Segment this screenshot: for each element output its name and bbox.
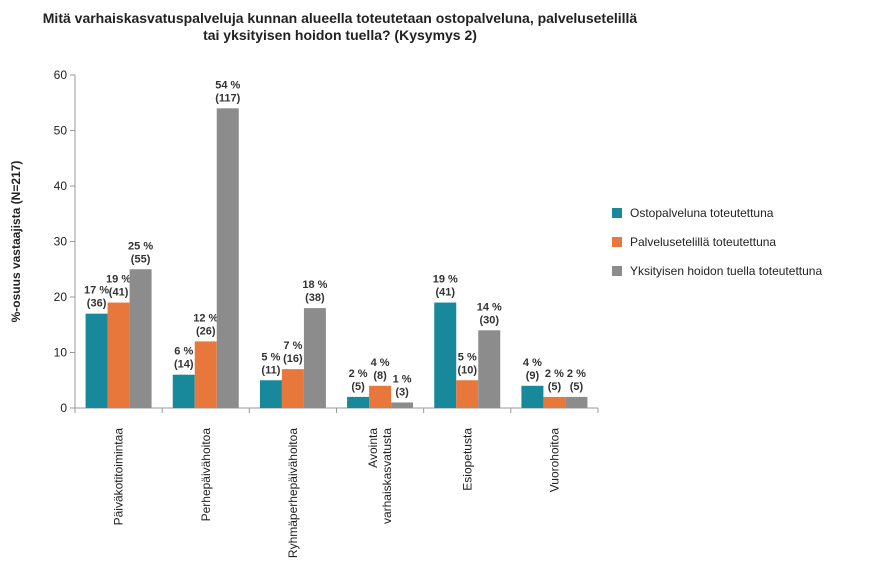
value-label: 14 % (30) [477,301,502,326]
value-label: 4 % (9) [523,357,542,382]
legend-swatch [612,237,622,247]
legend-label: Ostopalveluna toteutettuna [630,206,774,220]
bar [456,380,479,408]
value-label: 2 % (5) [349,368,368,393]
x-tick-label: Perhepäivähoitoa [199,428,213,522]
bar [129,269,152,408]
value-label: 17 % (36) [84,285,109,310]
value-label: 6 % (14) [174,346,194,371]
bar [85,313,108,408]
value-label: 4 % (8) [371,357,390,382]
bar [391,402,414,408]
y-tick-label: 10 [54,346,68,360]
y-tick-label: 30 [54,235,68,249]
bar [369,385,392,408]
value-label: 1 % (3) [393,373,412,398]
bar [281,369,304,408]
x-tick-label: Esiopetusta [460,428,474,491]
value-label: 5 % (11) [261,351,280,376]
value-label: 19 % (41) [106,274,131,299]
bar [478,330,501,408]
value-label: 25 % (55) [128,240,153,265]
value-label: 7 % (16) [283,340,303,365]
y-tick-label: 50 [54,124,68,138]
y-tick-label: 40 [54,179,68,193]
value-label: 5 % (10) [457,351,477,376]
bar [565,396,588,408]
bar [521,385,544,408]
bar [172,374,195,408]
y-axis-label: %-osuus vastaajista (N=217) [9,161,23,323]
value-label: 19 % (41) [433,274,458,299]
bar [259,380,282,408]
value-label: 18 % (38) [302,279,327,304]
x-tick-label: Ryhmäperhepäivähoitoa [286,428,300,558]
y-tick-label: 60 [54,68,68,82]
x-tick-label: Vuorohoitoa [547,428,561,493]
legend-label: Yksityisen hoidon tuella toteutettuna [630,264,822,278]
bar [543,396,566,408]
bar [303,308,326,408]
bar [347,396,370,408]
legend-swatch [612,266,622,276]
bar [216,108,239,409]
bar [194,341,217,408]
y-tick-label: 0 [60,401,67,415]
value-label: 12 % (26) [193,312,218,337]
value-label: 2 % (5) [545,368,564,393]
bar [434,302,457,408]
legend-label: Palvelusetelillä toteutettuna [630,235,776,249]
value-label: 2 % (5) [567,368,586,393]
x-tick-label: Päiväkotitoimintaa [112,428,126,526]
bar [107,302,130,408]
y-tick-label: 20 [54,290,68,304]
legend-swatch [612,208,622,218]
value-label: 54 % (117) [215,79,240,104]
chart-title: Mitä varhaiskasvatuspalveluja kunnan alu… [42,10,638,43]
x-tick-label: Avointavarhaiskasvatusta [366,428,394,524]
